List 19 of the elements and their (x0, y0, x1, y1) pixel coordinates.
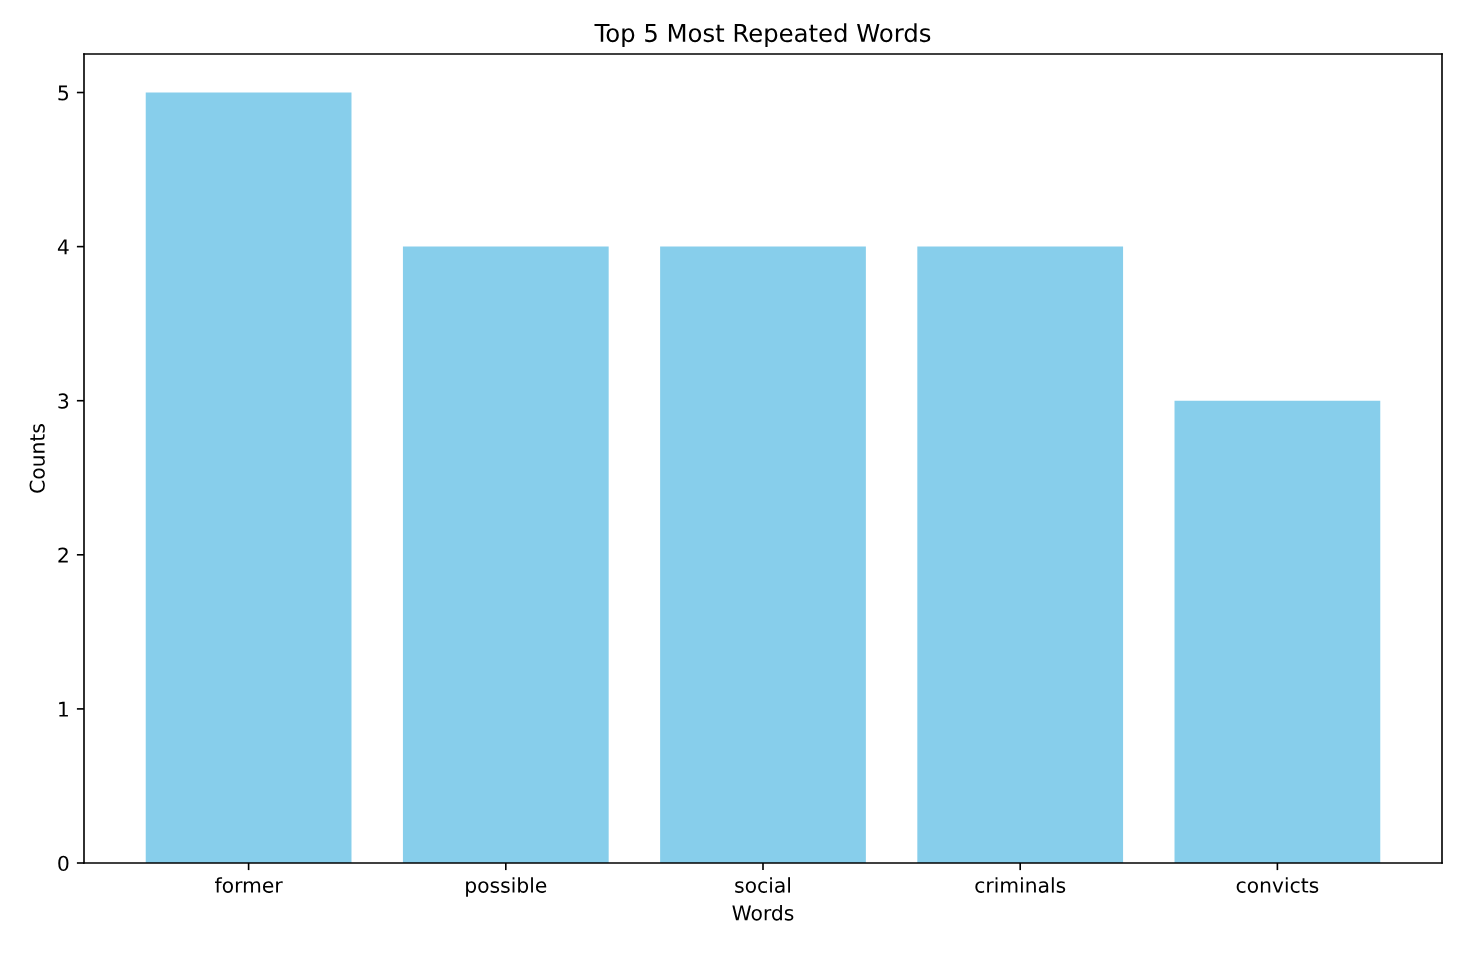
bar (917, 246, 1124, 863)
y-axis-title: Counts (29, 424, 45, 493)
x-tick-label: former (215, 877, 283, 893)
x-tick-label: convicts (1236, 877, 1319, 893)
x-tick-label: criminals (975, 877, 1066, 893)
y-tick-label: 4 (57, 239, 69, 255)
bar (1174, 400, 1381, 863)
bar (145, 92, 352, 863)
chart-title: Top 5 Most Repeated Words (594, 23, 931, 47)
y-tick-label: 3 (58, 393, 69, 409)
y-tick-label: 2 (58, 547, 68, 563)
y-tick-label: 1 (59, 701, 68, 717)
x-axis-title: Words (732, 904, 794, 921)
x-tick-label: social (735, 877, 791, 893)
bar (402, 246, 609, 863)
bar (660, 246, 866, 863)
y-tick-label: 0 (58, 855, 69, 871)
y-tick-label: 5 (58, 85, 69, 101)
x-tick-label: possible (466, 877, 547, 897)
